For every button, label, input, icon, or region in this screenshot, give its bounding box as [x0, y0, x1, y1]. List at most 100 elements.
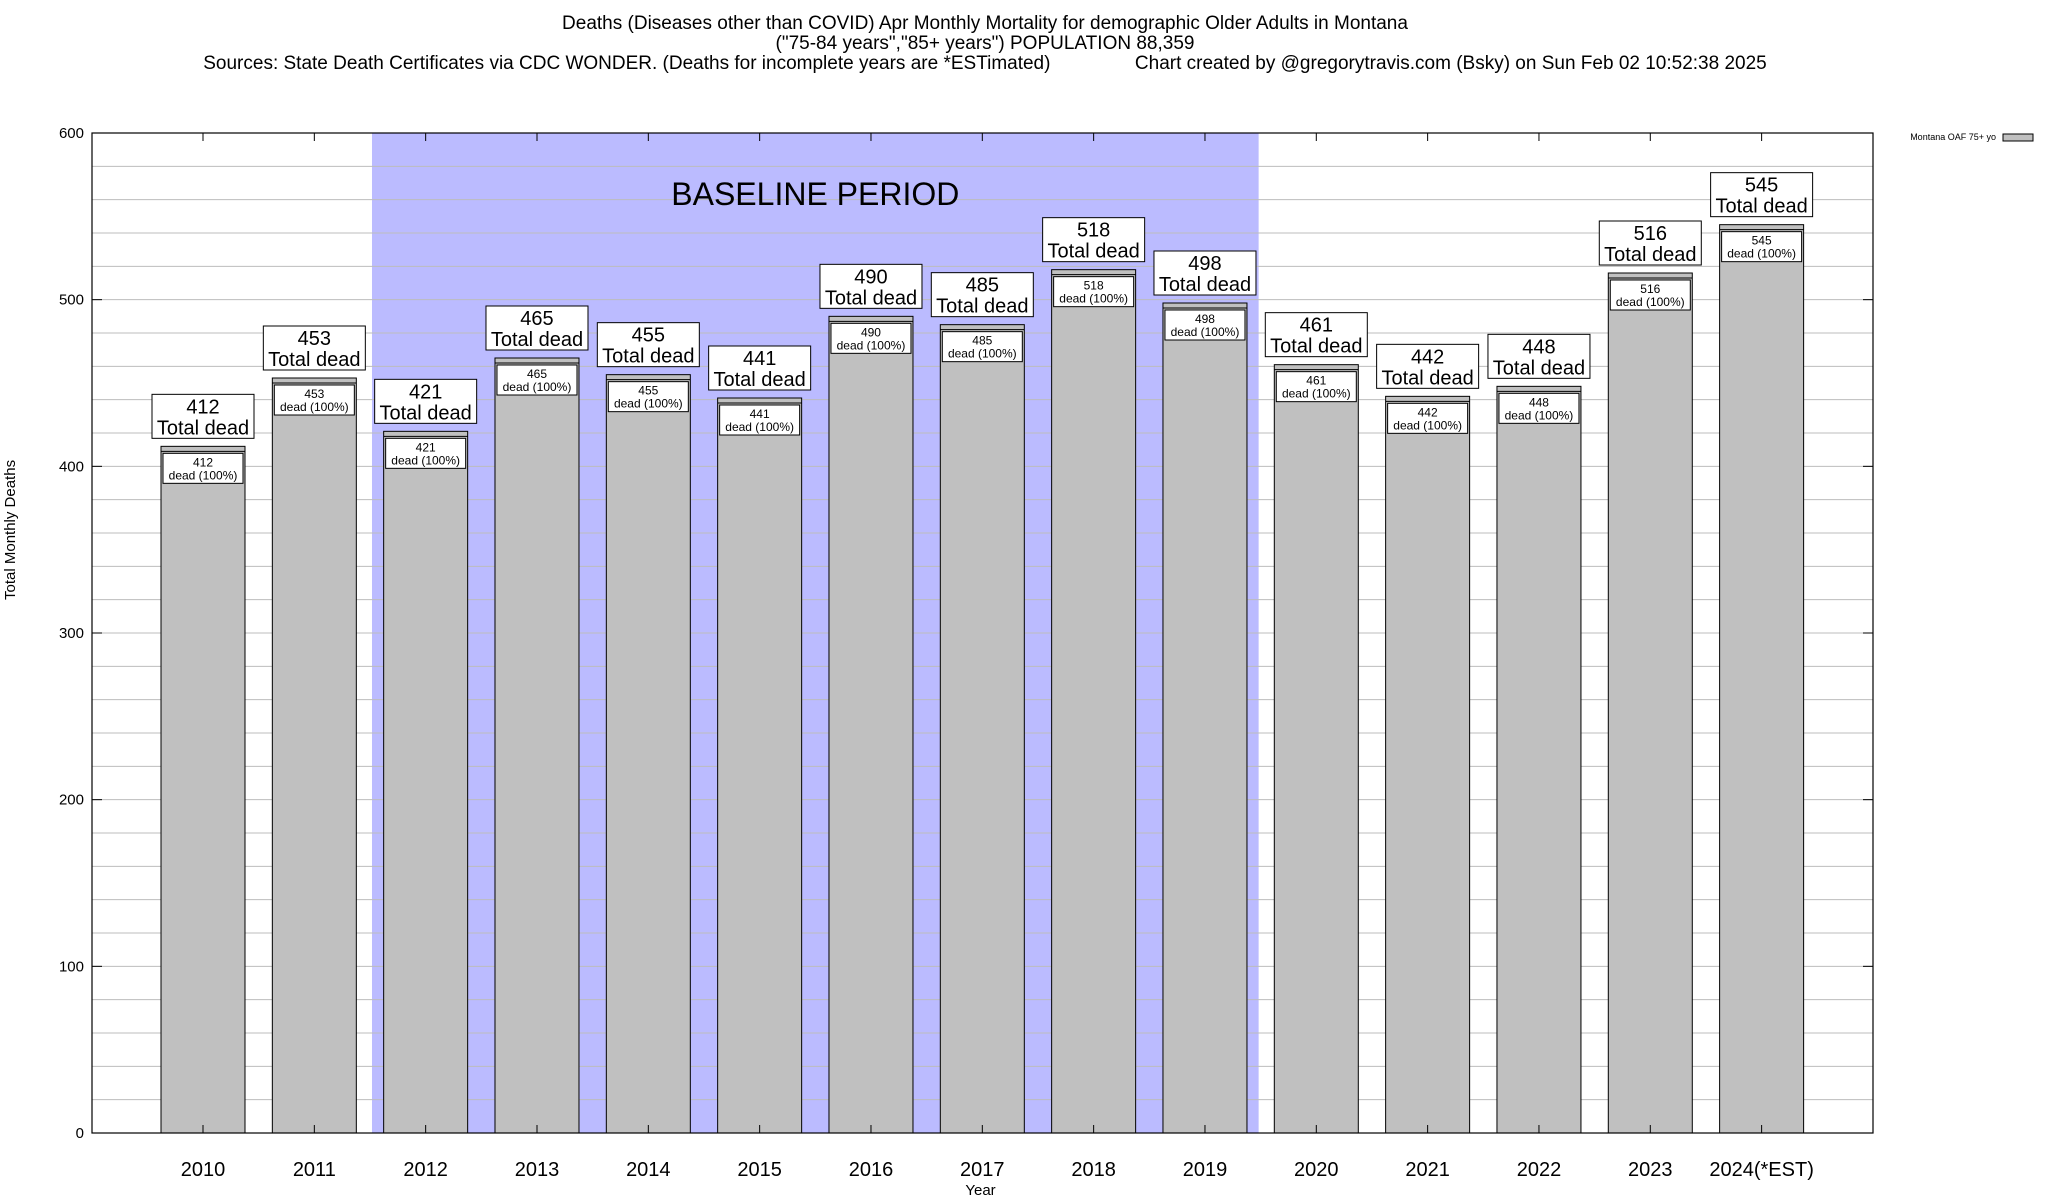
- bar-inner-label-box: [719, 404, 801, 436]
- y-tick-label: 500: [59, 292, 84, 309]
- x-tick-label: 2017: [960, 1159, 1005, 1181]
- bar-top-value-label: 516: [1634, 223, 1667, 245]
- bar-top-label-box: [262, 325, 366, 371]
- bar-inner-label-box: [496, 364, 578, 396]
- bar-inner-percent-label: dead (100%): [391, 453, 460, 467]
- bar-top-label-box: [930, 272, 1034, 318]
- bar-inner-label-box: [273, 384, 355, 416]
- bar-inner-percent-label: dead (100%): [1393, 418, 1462, 432]
- bar: [494, 357, 580, 1134]
- bar-top-value-label: 461: [1300, 315, 1333, 337]
- bar-inner-label-box: [1721, 231, 1803, 263]
- bar-inner-percent-label: dead (100%): [503, 380, 572, 394]
- x-tick-label: 2010: [181, 1159, 226, 1181]
- bar-inner-value-label: 518: [1084, 279, 1104, 293]
- bar: [383, 430, 469, 1134]
- x-tick-label: 2021: [1405, 1159, 1450, 1181]
- bar-inner-value-label: 441: [750, 407, 770, 421]
- bar-inner-percent-label: dead (100%): [1171, 325, 1240, 339]
- x-axis-label: Year: [965, 1182, 995, 1199]
- bar-inner-label-box: [1275, 371, 1357, 403]
- bar-top-total-label: Total dead: [1159, 274, 1251, 296]
- bar-top-label-box: [708, 345, 812, 391]
- y-tick-label: 600: [59, 125, 84, 142]
- bar: [271, 377, 357, 1134]
- bar-inner-value-label: 545: [1752, 234, 1772, 248]
- bar-inner-percent-label: dead (100%): [1727, 247, 1796, 261]
- bar-inner-label-box: [162, 452, 244, 484]
- bar-top-total-label: Total dead: [380, 402, 472, 424]
- bar-top-label-box: [1264, 312, 1368, 358]
- bar-top-total-label: Total dead: [1270, 336, 1362, 358]
- bar-top-label-box: [374, 378, 478, 424]
- bar-inner-percent-label: dead (100%): [837, 338, 906, 352]
- bar-inner-value-label: 442: [1418, 405, 1438, 419]
- bar-inner-value-label: 485: [972, 334, 992, 348]
- bar-inner-label-box: [830, 322, 912, 354]
- bar-inner-value-label: 490: [861, 325, 881, 339]
- bar: [717, 397, 803, 1134]
- bar-top-label-box: [1487, 333, 1591, 379]
- bar: [160, 445, 246, 1134]
- bar-inner-percent-label: dead (100%): [280, 400, 349, 414]
- bar-top-value-label: 421: [409, 381, 442, 403]
- bar-top-value-label: 412: [186, 396, 219, 418]
- bar-top-total-label: Total dead: [1493, 357, 1585, 379]
- bar-top-value-label: 465: [520, 308, 553, 330]
- bar-top-label-box: [1042, 217, 1146, 263]
- x-tick-label: 2014: [626, 1159, 671, 1181]
- bar-inner-value-label: 448: [1529, 395, 1549, 409]
- bar-top-total-label: Total dead: [936, 296, 1028, 318]
- bar-top-total-label: Total dead: [1047, 241, 1139, 263]
- bar-top-total-label: Total dead: [714, 369, 806, 391]
- legend-swatch: [2002, 133, 2034, 142]
- bar-inner-percent-label: dead (100%): [1616, 295, 1685, 309]
- bar-inner-value-label: 412: [193, 455, 213, 469]
- bar-inner-label-box: [941, 331, 1023, 363]
- bar-inner-value-label: 465: [527, 367, 547, 381]
- bar-top-value-label: 518: [1077, 220, 1110, 242]
- bar-top-value-label: 453: [298, 328, 331, 350]
- bar-top-label-box: [151, 393, 255, 439]
- bar-top-value-label: 441: [743, 348, 776, 370]
- bar-inner-percent-label: dead (100%): [1059, 292, 1128, 306]
- bar-top-total-label: Total dead: [268, 349, 360, 371]
- bar: [1496, 385, 1582, 1134]
- bar-inner-label-box: [1609, 279, 1691, 311]
- bar: [1719, 224, 1805, 1134]
- chart-sources: Sources: State Death Certificates via CD…: [203, 53, 1767, 74]
- x-tick-label: 2011: [293, 1159, 336, 1181]
- y-tick-label: 300: [59, 625, 84, 642]
- bar-inner-value-label: 453: [304, 387, 324, 401]
- x-tick-label: 2020: [1294, 1159, 1339, 1181]
- bar-top-value-label: 490: [854, 266, 887, 288]
- bar-top-value-label: 485: [966, 275, 999, 297]
- y-tick-label: 100: [59, 958, 84, 975]
- bar-top-label-box: [1598, 220, 1702, 266]
- bar-inner-percent-label: dead (100%): [614, 397, 683, 411]
- bar-inner-percent-label: dead (100%): [169, 468, 238, 482]
- bar: [828, 315, 914, 1134]
- bar-top-total-label: Total dead: [491, 329, 583, 351]
- bar-top-total-label: Total dead: [825, 287, 917, 309]
- bar-inner-label-box: [385, 437, 467, 469]
- bar-top-total-label: Total dead: [1604, 244, 1696, 266]
- x-tick-label: 2023: [1628, 1159, 1673, 1181]
- x-tick-label: 2013: [515, 1159, 560, 1181]
- bar-inner-percent-label: dead (100%): [1282, 387, 1351, 401]
- bar: [1385, 395, 1471, 1134]
- y-axis-label: Total Monthly Deaths: [2, 459, 19, 600]
- bar-inner-label-box: [1164, 309, 1246, 341]
- bar-inner-percent-label: dead (100%): [725, 420, 794, 434]
- bar-top-total-label: Total dead: [1715, 196, 1807, 218]
- bar-inner-value-label: 455: [638, 384, 658, 398]
- bar-top-label-box: [1710, 172, 1814, 218]
- x-tick-label: 2024(*EST): [1709, 1159, 1814, 1181]
- bar-inner-percent-label: dead (100%): [1505, 408, 1574, 422]
- bar-inner-percent-label: dead (100%): [948, 347, 1017, 361]
- bar-top-label-box: [819, 263, 923, 309]
- bar: [1607, 272, 1693, 1134]
- bar-top-value-label: 498: [1188, 253, 1221, 275]
- y-tick-label: 0: [76, 1125, 84, 1142]
